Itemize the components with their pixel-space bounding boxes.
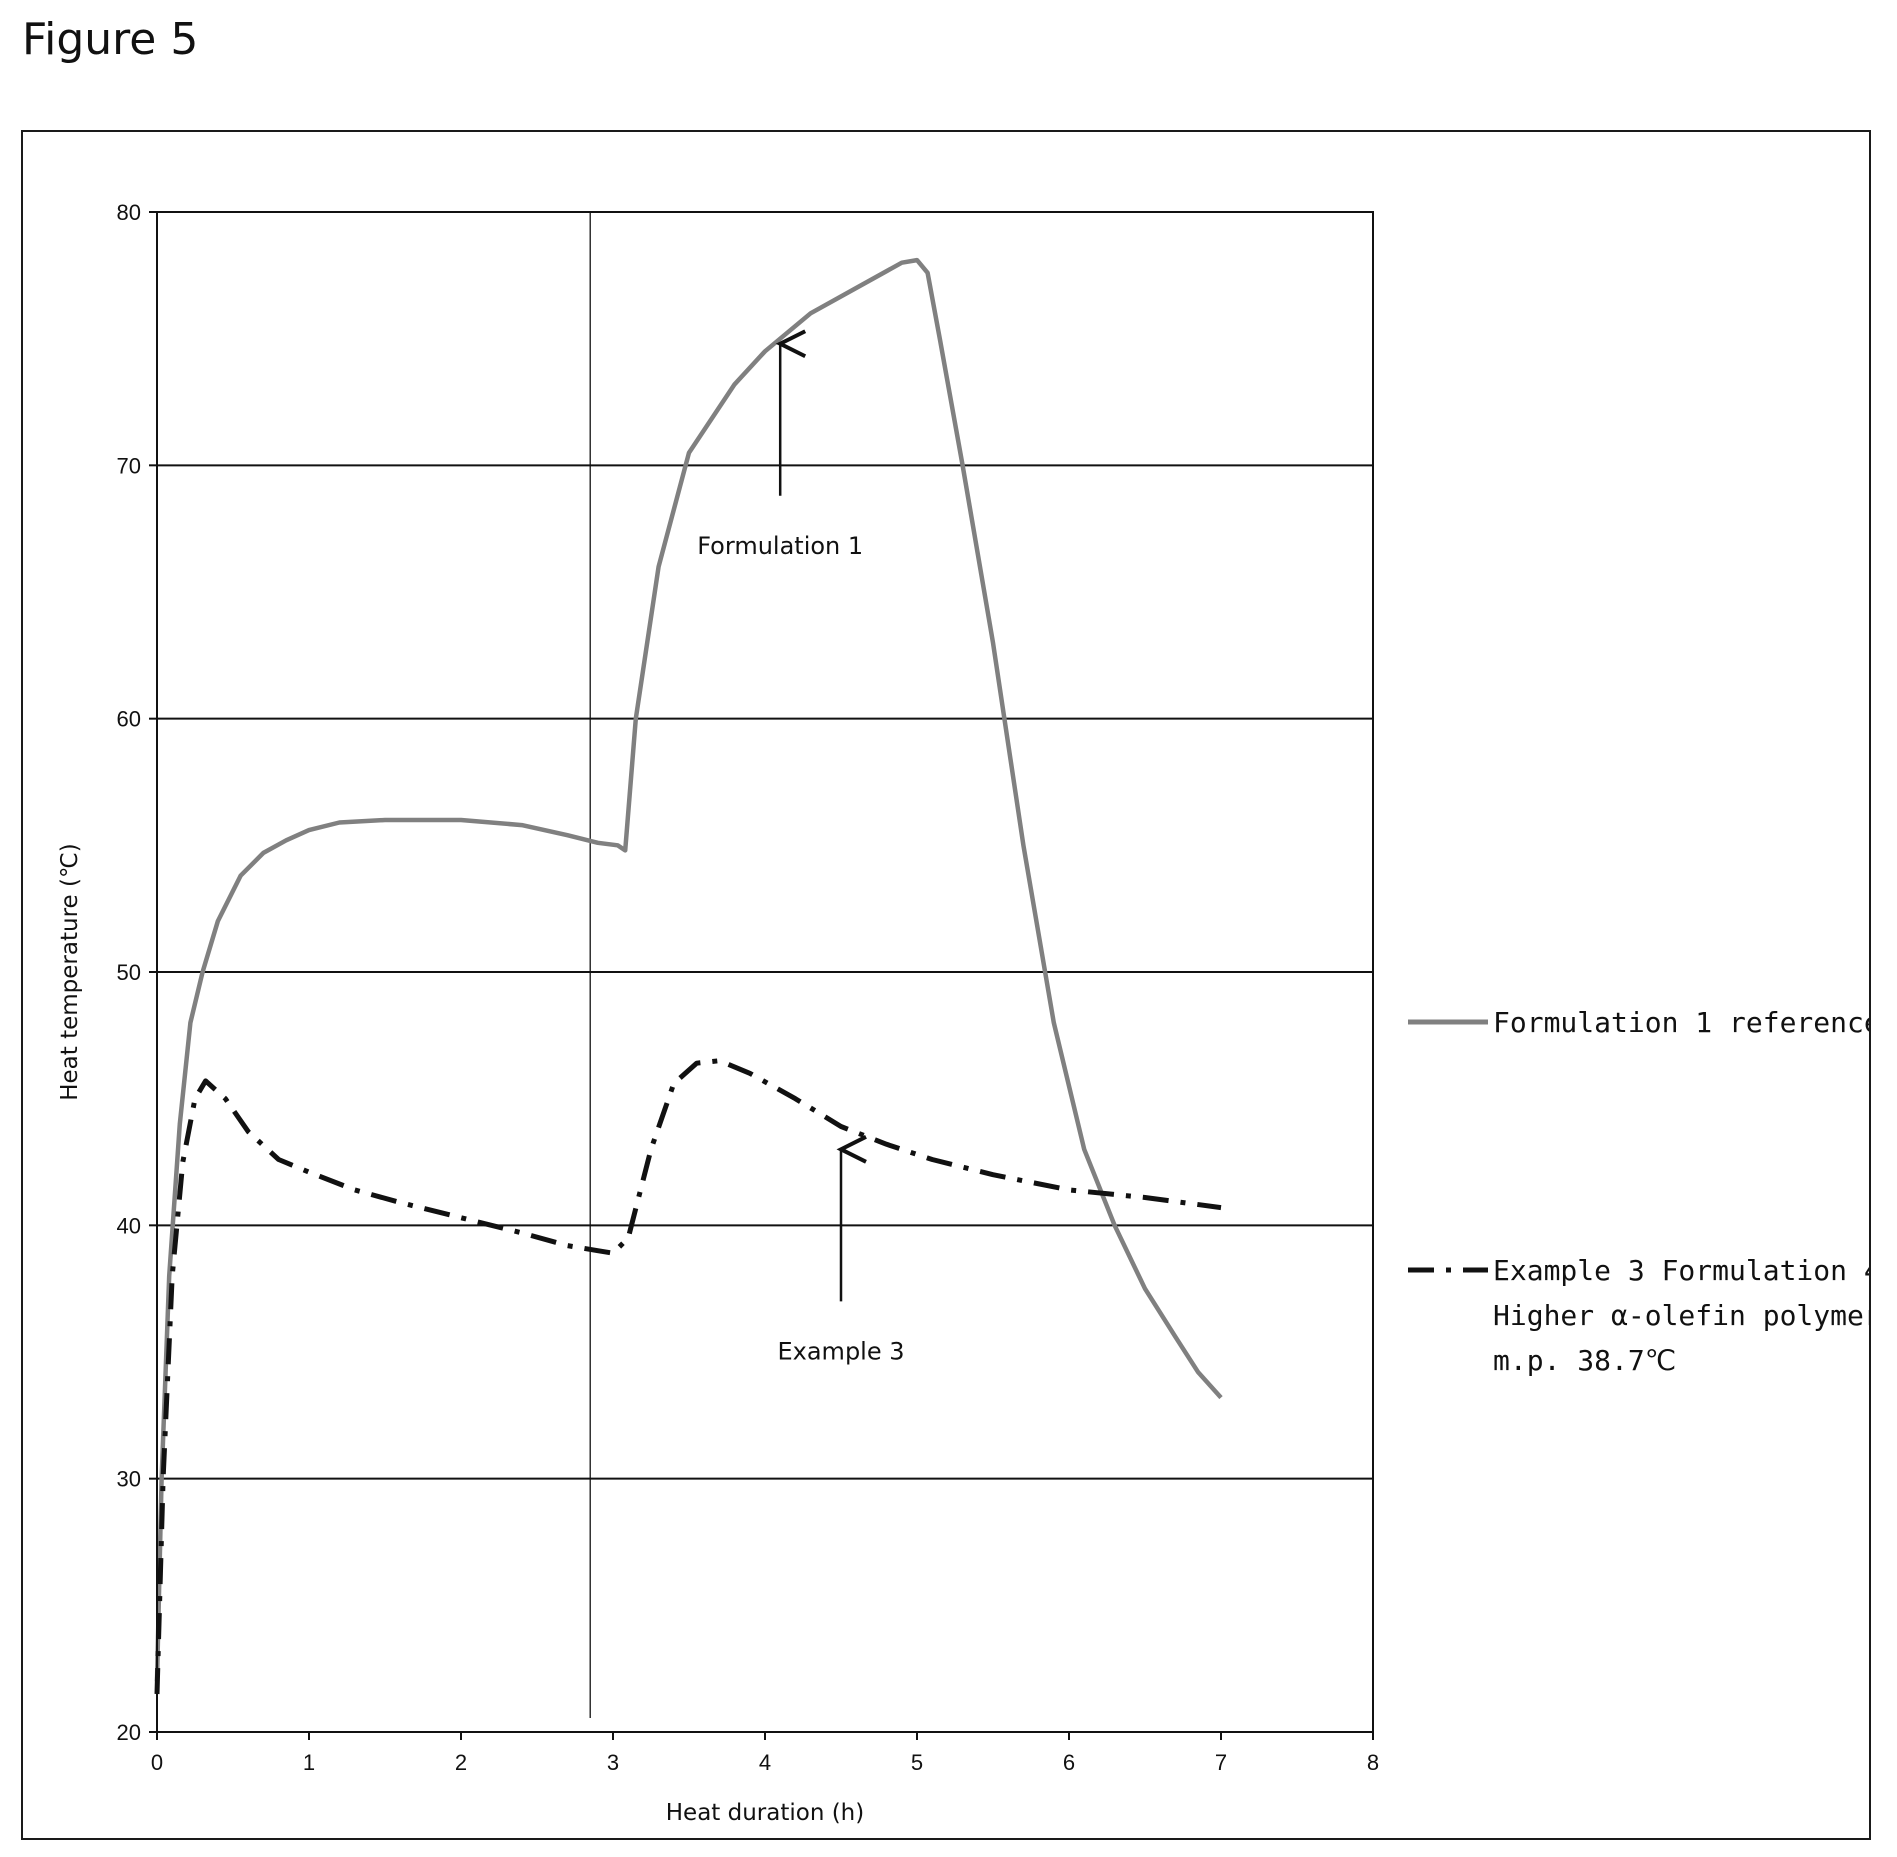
legend-label-2-line: Example 3 Formulation 4 <box>1493 1254 1869 1287</box>
x-tick-label: 7 <box>1215 1750 1227 1775</box>
y-tick-label: 20 <box>117 1720 141 1745</box>
y-tick-label: 40 <box>117 1213 141 1238</box>
series-line-2 <box>154 1058 1222 1695</box>
figure-title: Figure 5 <box>22 14 199 65</box>
series-line-1 <box>154 257 1223 1682</box>
x-axis-label: Heat duration (h) <box>666 1800 865 1826</box>
chart-frame: 0 1 2 3 4 5 6 7 8 20 30 40 50 60 70 80 Formulation 1 Exa… <box>21 130 1871 1840</box>
x-tick-label: 6 <box>1063 1750 1075 1775</box>
axes <box>149 211 1374 1740</box>
x-tick-label: 0 <box>151 1750 163 1775</box>
legend-label-2-line: m.p. 38.7℃ <box>1493 1344 1676 1377</box>
legend-label-1: Formulation 1 reference <box>1493 1006 1869 1039</box>
series-lines <box>154 257 1223 1695</box>
x-tick-label: 8 <box>1367 1750 1379 1775</box>
annotation-label-2: Example 3 <box>777 1338 904 1366</box>
y-tick-label: 80 <box>117 200 141 225</box>
legend: Formulation 1 reference Example 3 Formula… <box>1408 1006 1869 1377</box>
x-tick-label: 2 <box>455 1750 467 1775</box>
line-chart: 0 1 2 3 4 5 6 7 8 20 30 40 50 60 70 80 Formulation 1 Exa… <box>57 200 1869 1826</box>
y-tick-label: 50 <box>117 960 141 985</box>
x-tick-label: 1 <box>303 1750 315 1775</box>
x-tick-label: 4 <box>759 1750 771 1775</box>
x-tick-label: 3 <box>607 1750 619 1775</box>
gridlines <box>157 211 1373 1733</box>
legend-label-2-line: Higher α-olefin polymer <box>1493 1299 1869 1332</box>
annotation-label-1: Formulation 1 <box>697 532 863 560</box>
annotations: Formulation 1 Example 3 <box>697 329 905 1366</box>
y-tick-label: 30 <box>117 1467 141 1492</box>
y-tick-label: 60 <box>117 707 141 732</box>
tick-labels: 0 1 2 3 4 5 6 7 8 20 30 40 50 60 70 80 <box>117 200 1380 1775</box>
y-tick-label: 70 <box>117 453 141 478</box>
x-tick-label: 5 <box>911 1750 923 1775</box>
y-axis-label: Heat temperature (℃) <box>57 843 83 1101</box>
